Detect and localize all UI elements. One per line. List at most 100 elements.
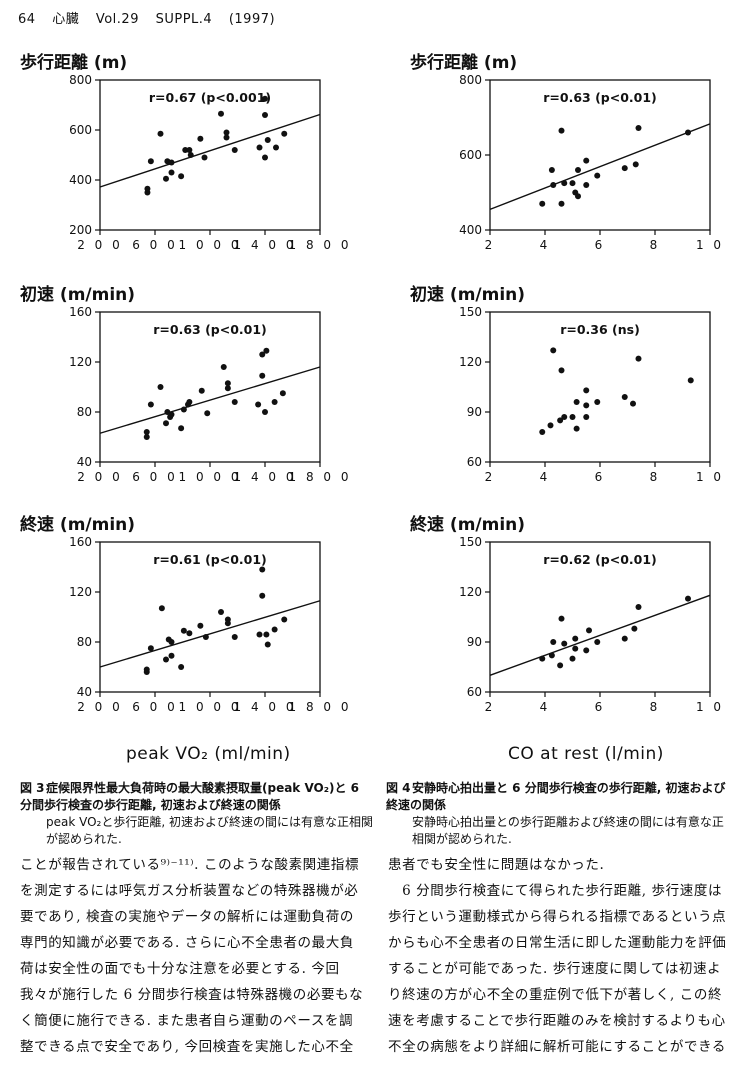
journal-suppl: SUPPL.4 — [155, 12, 213, 27]
data-point — [264, 137, 271, 143]
x-tick-label: 1 4 0 0 — [234, 238, 297, 252]
x-tick-label: 6 0 0 — [132, 470, 178, 484]
figure-3-heading: 症候限界性最大負荷時の最大酸素摂取量(peak VO₂)と 6 分間歩行検査の歩… — [20, 781, 360, 812]
data-point — [539, 655, 546, 662]
x-tick-label: 4 — [540, 700, 551, 714]
data-point — [548, 167, 555, 173]
chart-title: 歩行距離 (m) — [20, 52, 127, 73]
y-tick-label: 40 — [77, 455, 92, 469]
figure-4-caption: 図 4安静時心拍出量と 6 分間歩行検査の歩行距離, 初速および終速の関係 安静… — [386, 780, 731, 848]
data-point — [572, 635, 579, 642]
data-point — [621, 635, 628, 642]
data-point — [223, 129, 230, 136]
y-tick-label: 160 — [69, 535, 92, 549]
data-point — [180, 406, 187, 413]
data-point — [575, 193, 581, 200]
x-tick-label: 1 8 0 0 — [289, 470, 352, 484]
data-point — [168, 652, 175, 659]
journal-volume: Vol.29 — [95, 12, 139, 27]
y-tick-label: 40 — [77, 685, 92, 699]
y-tick-label: 600 — [69, 123, 92, 137]
data-point — [550, 639, 557, 645]
regression-line — [99, 600, 321, 668]
x-tick-label: 2 — [485, 700, 496, 714]
correlation-annotation: r=0.63 (p<0.01) — [153, 322, 267, 337]
data-point — [583, 157, 590, 164]
scatter-plot: 歩行距離 (m) 400 600 800 2 4 6 8 1 0 r=0.63 (p<0.01) — [410, 52, 721, 252]
scatter-plot: 終速 (m/min) 60 90 120 150 2 4 6 8 1 0 r=0.62 (p<0.0… — [410, 514, 724, 714]
data-point — [262, 112, 268, 118]
data-point — [569, 180, 576, 187]
data-point — [594, 172, 601, 179]
data-point — [147, 401, 154, 408]
y-tick-label: 800 — [69, 73, 92, 87]
data-point — [201, 154, 208, 161]
x-tick-label: 1 0 0 0 — [179, 470, 242, 484]
regression-line — [99, 366, 321, 434]
data-point — [281, 616, 288, 623]
correlation-annotation: r=0.61 (p<0.01) — [153, 552, 267, 567]
x-axis-label-peakvo2: peak VO₂ (ml/min) — [126, 744, 291, 764]
data-point — [143, 666, 150, 673]
body-text-line: を測定するには呼気ガス分析装置などの特殊器機が必 — [20, 883, 359, 899]
data-point — [573, 399, 580, 405]
data-point — [558, 127, 565, 134]
chart-title: 終速 (m/min) — [410, 514, 525, 535]
body-text-line: 速を考慮することで歩行距離のみを検討するよりも心 — [388, 1013, 726, 1029]
x-tick-label: 8 — [650, 238, 661, 252]
x-tick-label: 2 — [485, 470, 496, 484]
data-point — [561, 640, 568, 647]
data-point — [158, 605, 165, 612]
data-point — [259, 372, 266, 379]
y-tick-label: 150 — [459, 305, 482, 319]
data-point — [187, 152, 194, 158]
data-point — [548, 652, 555, 659]
regression-line — [489, 594, 711, 676]
data-point — [218, 609, 224, 615]
data-point — [202, 634, 209, 640]
data-point — [262, 154, 268, 161]
body-text-line: 我々が施行した 6 分間歩行検査は特殊器機の必要もな — [20, 987, 364, 1003]
data-point — [163, 420, 169, 427]
body-text-line: することが可能であった. 歩行速度に関しては初速よ — [388, 961, 722, 977]
body-text-left-column: ことが報告されている⁹⁾⁻¹¹⁾. このような酸素関連指標 を測定するには呼気ガス… — [20, 852, 365, 1060]
data-point — [263, 347, 270, 354]
page-number: 64 — [18, 12, 36, 27]
data-point — [271, 626, 278, 633]
data-point — [273, 144, 279, 151]
data-point — [144, 185, 151, 192]
data-point — [143, 429, 150, 435]
data-point — [224, 385, 231, 392]
chart-co-initial-speed: 初速 (m/min) 60 90 120 150 2 4 6 8 1 0 r=0.36 (ns) — [410, 280, 735, 502]
x-tick-label: 2 0 0 — [77, 238, 123, 252]
y-tick-label: 120 — [69, 355, 92, 369]
chart-co-distance: 歩行距離 (m) 400 600 800 2 4 6 8 1 0 r=0.63 (p<0.01) — [410, 48, 735, 270]
data-point — [279, 390, 286, 397]
body-text-line: 専門的知識が必要である. さらに心不全患者の最大負 — [20, 935, 354, 951]
x-tick-label: 6 — [595, 700, 606, 714]
x-tick-label: 4 — [540, 238, 551, 252]
body-text-line: からも心不全患者の日常生活に即した運動能力を評価 — [388, 935, 727, 951]
data-point — [255, 401, 262, 408]
x-tick-label: 2 0 0 — [77, 470, 123, 484]
scatter-plot: 初速 (m/min) 60 90 120 150 2 4 6 8 1 0 r=0.36 (ns) — [410, 284, 721, 484]
data-point — [178, 173, 185, 180]
data-point — [231, 399, 238, 405]
x-tick-label: 1 0 0 0 — [179, 238, 242, 252]
data-point — [147, 645, 154, 652]
data-point — [550, 347, 557, 354]
data-point — [572, 645, 579, 652]
data-point — [262, 95, 268, 102]
y-tick-label: 120 — [459, 585, 482, 599]
x-tick-label: 1 4 0 0 — [234, 470, 297, 484]
data-point — [180, 627, 187, 634]
data-point — [186, 399, 193, 405]
body-text-line: 荷は安全性の面でも十分な注意を必要とする. 今回 — [20, 961, 340, 977]
x-tick-label: 1 8 0 0 — [289, 238, 352, 252]
x-tick-label: 1 0 — [696, 700, 724, 714]
data-point — [594, 399, 601, 405]
regression-line — [99, 113, 321, 188]
